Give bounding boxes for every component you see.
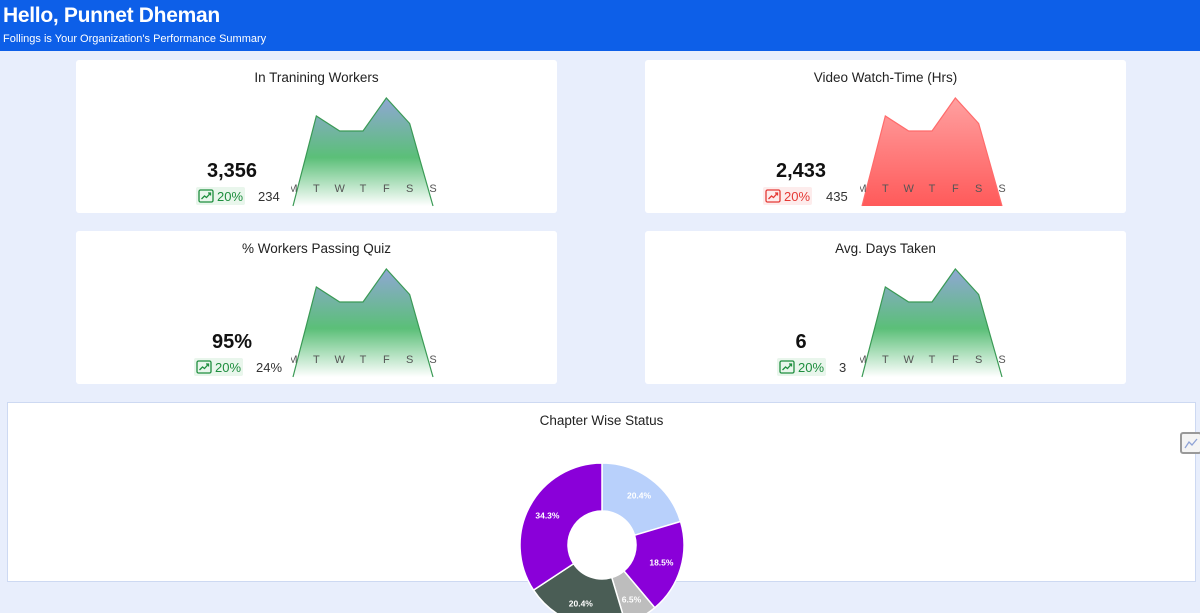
slice-label: 18.5% — [649, 558, 674, 568]
chart-glyph — [1184, 438, 1198, 449]
day-label: S — [975, 354, 982, 366]
previous-value: 234 — [258, 189, 280, 204]
day-label: S — [406, 354, 413, 366]
day-label: S — [429, 183, 436, 195]
day-label: S — [998, 183, 1005, 195]
day-label: W — [334, 354, 345, 366]
day-label: F — [383, 183, 390, 195]
day-label: T — [360, 354, 367, 366]
previous-value: 24% — [256, 360, 283, 375]
day-label: T — [882, 354, 889, 366]
slice-label: 6.5% — [622, 595, 642, 605]
slice-label: 20.4% — [569, 598, 594, 608]
previous-value: 435 — [826, 189, 848, 204]
day-label: S — [975, 183, 982, 195]
card-value: 6 — [795, 331, 807, 353]
card-title: Chapter Wise Status — [539, 413, 664, 428]
donut-slice — [519, 462, 603, 592]
card-title: % Workers Passing Quiz — [241, 241, 392, 256]
stat-card-avg-days-taken: Avg. Days Taken 6 20% 3 M T W T F S S — [645, 231, 1126, 384]
slice-label: 20.4% — [627, 490, 652, 500]
day-label: F — [952, 354, 959, 366]
trending-chart-icon — [196, 360, 212, 374]
day-label: W — [903, 183, 914, 195]
day-label: W — [903, 354, 914, 366]
day-label: T — [929, 354, 936, 366]
card-title: Video Watch-Time (Hrs) — [813, 70, 958, 85]
trend-badge: 20% — [196, 187, 246, 205]
trend-percent: 20% — [215, 359, 242, 375]
area-fill — [862, 269, 1002, 377]
day-label: T — [313, 354, 320, 366]
day-label: F — [383, 354, 390, 366]
area-line — [861, 97, 1003, 207]
area-line — [861, 268, 1003, 378]
chapter-donut-chart: 20.4% 18.5% 6.5% 20.4% 34.3% — [519, 462, 685, 613]
page-header: Hello, Punnet Dheman Follings is Your Or… — [0, 0, 1200, 51]
previous-value: 3 — [839, 360, 847, 375]
day-label: T — [313, 183, 320, 195]
donut-slice — [601, 462, 682, 537]
day-label: M — [291, 183, 298, 195]
card-title: Avg. Days Taken — [835, 241, 936, 256]
area-fill — [293, 98, 433, 206]
card-value: 3,356 — [206, 160, 258, 182]
day-label: W — [334, 183, 345, 195]
area-fill — [293, 269, 433, 377]
chart-icon[interactable] — [1180, 432, 1200, 454]
day-label: T — [929, 183, 936, 195]
stat-card-video-watch-time: Video Watch-Time (Hrs) 2,433 20% 435 M T W… — [645, 60, 1126, 213]
day-label: M — [291, 354, 298, 366]
trend-badge: 20% — [763, 187, 813, 205]
day-label: S — [998, 354, 1005, 366]
day-label: T — [882, 183, 889, 195]
chapter-status-card: Chapter Wise Status 20.4% 18.5% 6.5% 20.4% 3… — [7, 402, 1196, 613]
card-value: 95% — [211, 331, 253, 353]
trending-chart-icon — [779, 360, 795, 374]
day-label: T — [360, 183, 367, 195]
greeting-subtitle: Follings is Your Organization's Performa… — [3, 33, 267, 45]
card-value: 2,433 — [775, 160, 827, 182]
trend-percent: 20% — [798, 359, 825, 375]
slice-label: 34.3% — [535, 511, 560, 521]
stat-card-training-workers: In Tranining Workers 3,356 20% 234 M T W T F… — [76, 60, 557, 213]
trend-badge: 20% — [777, 358, 827, 376]
day-label: M — [860, 354, 867, 366]
day-label: S — [406, 183, 413, 195]
day-label: S — [429, 354, 436, 366]
trending-chart-icon — [198, 189, 214, 203]
greeting-title: Hello, Punnet Dheman — [3, 4, 220, 27]
card-title: In Tranining Workers — [254, 70, 379, 85]
day-label: F — [952, 183, 959, 195]
trend-percent: 20% — [784, 188, 811, 204]
trend-badge: 20% — [194, 358, 244, 376]
trending-chart-icon — [765, 189, 781, 203]
area-fill — [862, 98, 1002, 206]
area-line — [292, 268, 434, 378]
area-line — [292, 97, 434, 207]
day-label: M — [860, 183, 867, 195]
stat-card-workers-passing-quiz: % Workers Passing Quiz 95% 20% 24% M T W T F… — [76, 231, 557, 384]
trend-percent: 20% — [217, 188, 244, 204]
